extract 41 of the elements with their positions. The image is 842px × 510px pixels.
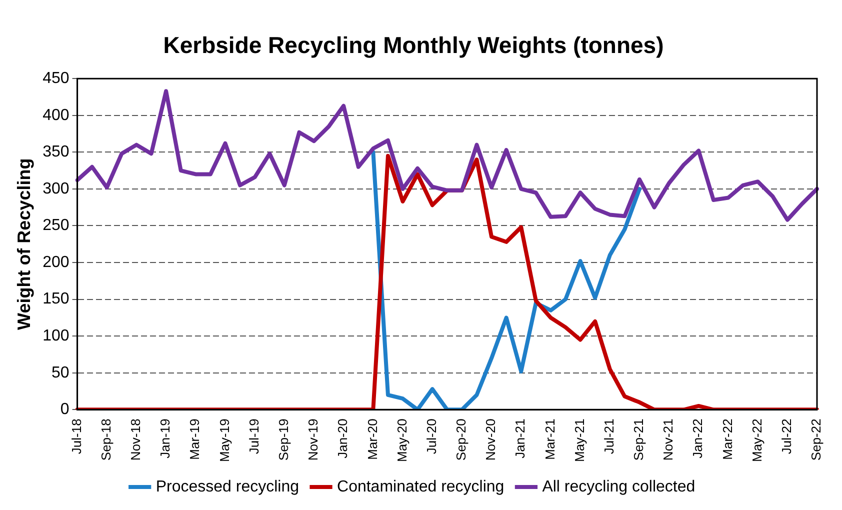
- y-tick-label: 200: [42, 254, 70, 271]
- x-tick-label: Jan-20: [335, 418, 350, 458]
- x-tick-label: Jan-19: [158, 418, 173, 458]
- x-tick-label: Nov-21: [660, 418, 676, 461]
- x-tick-label: May-21: [572, 418, 587, 462]
- x-tick-label: Jul-19: [246, 418, 262, 454]
- x-tick-label: Nov-18: [128, 418, 144, 461]
- x-tick-label: Jul-22: [778, 418, 794, 454]
- x-tick-label: Nov-20: [483, 418, 498, 461]
- y-tick-label: 0: [60, 401, 70, 418]
- legend-label: Processed recycling: [156, 478, 300, 496]
- x-tick-label: Mar-20: [364, 418, 380, 460]
- x-tick-label: Sep-22: [808, 418, 824, 461]
- x-tick-label: Sep-20: [454, 418, 469, 461]
- chart-title: Kerbside Recycling Monthly Weights (tonnes): [163, 32, 664, 58]
- y-axis-title: Weight of Recycling: [14, 158, 34, 330]
- x-tick-label: May-19: [216, 418, 232, 462]
- legend-label: Contaminated recycling: [337, 478, 504, 496]
- x-tick-label: Mar-19: [187, 418, 202, 460]
- x-tick-label: Jan-22: [690, 418, 706, 458]
- x-tick-label: Nov-19: [306, 418, 321, 461]
- y-tick-label: 400: [42, 106, 70, 124]
- y-tick-label: 350: [42, 144, 70, 161]
- x-tick-label: Mar-22: [720, 418, 735, 460]
- x-tick-label: May-20: [394, 418, 410, 462]
- x-tick-label: Jul-20: [424, 418, 439, 454]
- x-tick-label: Jul-21: [601, 418, 616, 454]
- x-tick-label: Sep-19: [276, 418, 291, 461]
- y-tick-label: 300: [42, 180, 70, 198]
- y-tick-label: 100: [42, 327, 70, 344]
- x-tick-label: Jul-18: [68, 418, 84, 454]
- x-tick-label: Jan-21: [512, 418, 528, 458]
- x-tick-label: May-22: [749, 418, 764, 462]
- y-tick-label: 50: [52, 364, 70, 382]
- x-tick-label: Sep-21: [631, 418, 646, 461]
- x-tick-label: Sep-18: [98, 418, 114, 461]
- legend-label: All recycling collected: [542, 478, 696, 496]
- x-tick-label: Mar-21: [542, 418, 558, 460]
- y-tick-label: 450: [42, 70, 70, 88]
- y-tick-label: 150: [42, 290, 70, 308]
- y-tick-label: 250: [42, 217, 70, 234]
